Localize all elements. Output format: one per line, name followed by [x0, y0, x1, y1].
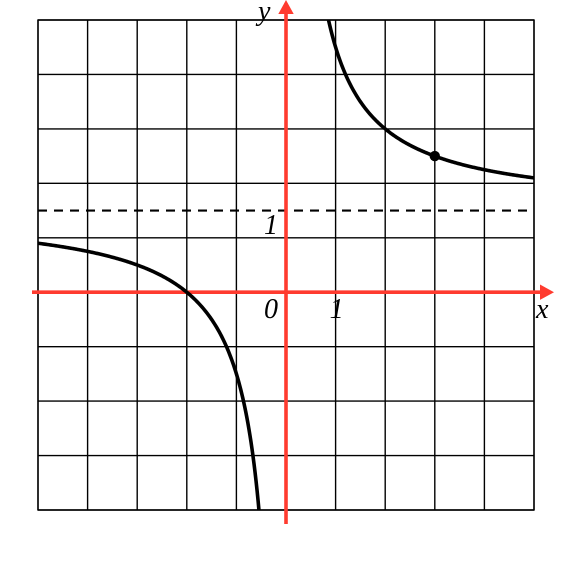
- chart-container: y x 0 1 1: [0, 0, 564, 564]
- chart-svg: [0, 0, 564, 564]
- y-tick-1-label: 1: [264, 210, 278, 242]
- y-axis-label: y: [258, 0, 270, 28]
- x-tick-1-label: 1: [330, 294, 344, 326]
- marked-point: [430, 151, 440, 161]
- origin-label: 0: [264, 294, 278, 326]
- x-axis-label: x: [536, 294, 548, 326]
